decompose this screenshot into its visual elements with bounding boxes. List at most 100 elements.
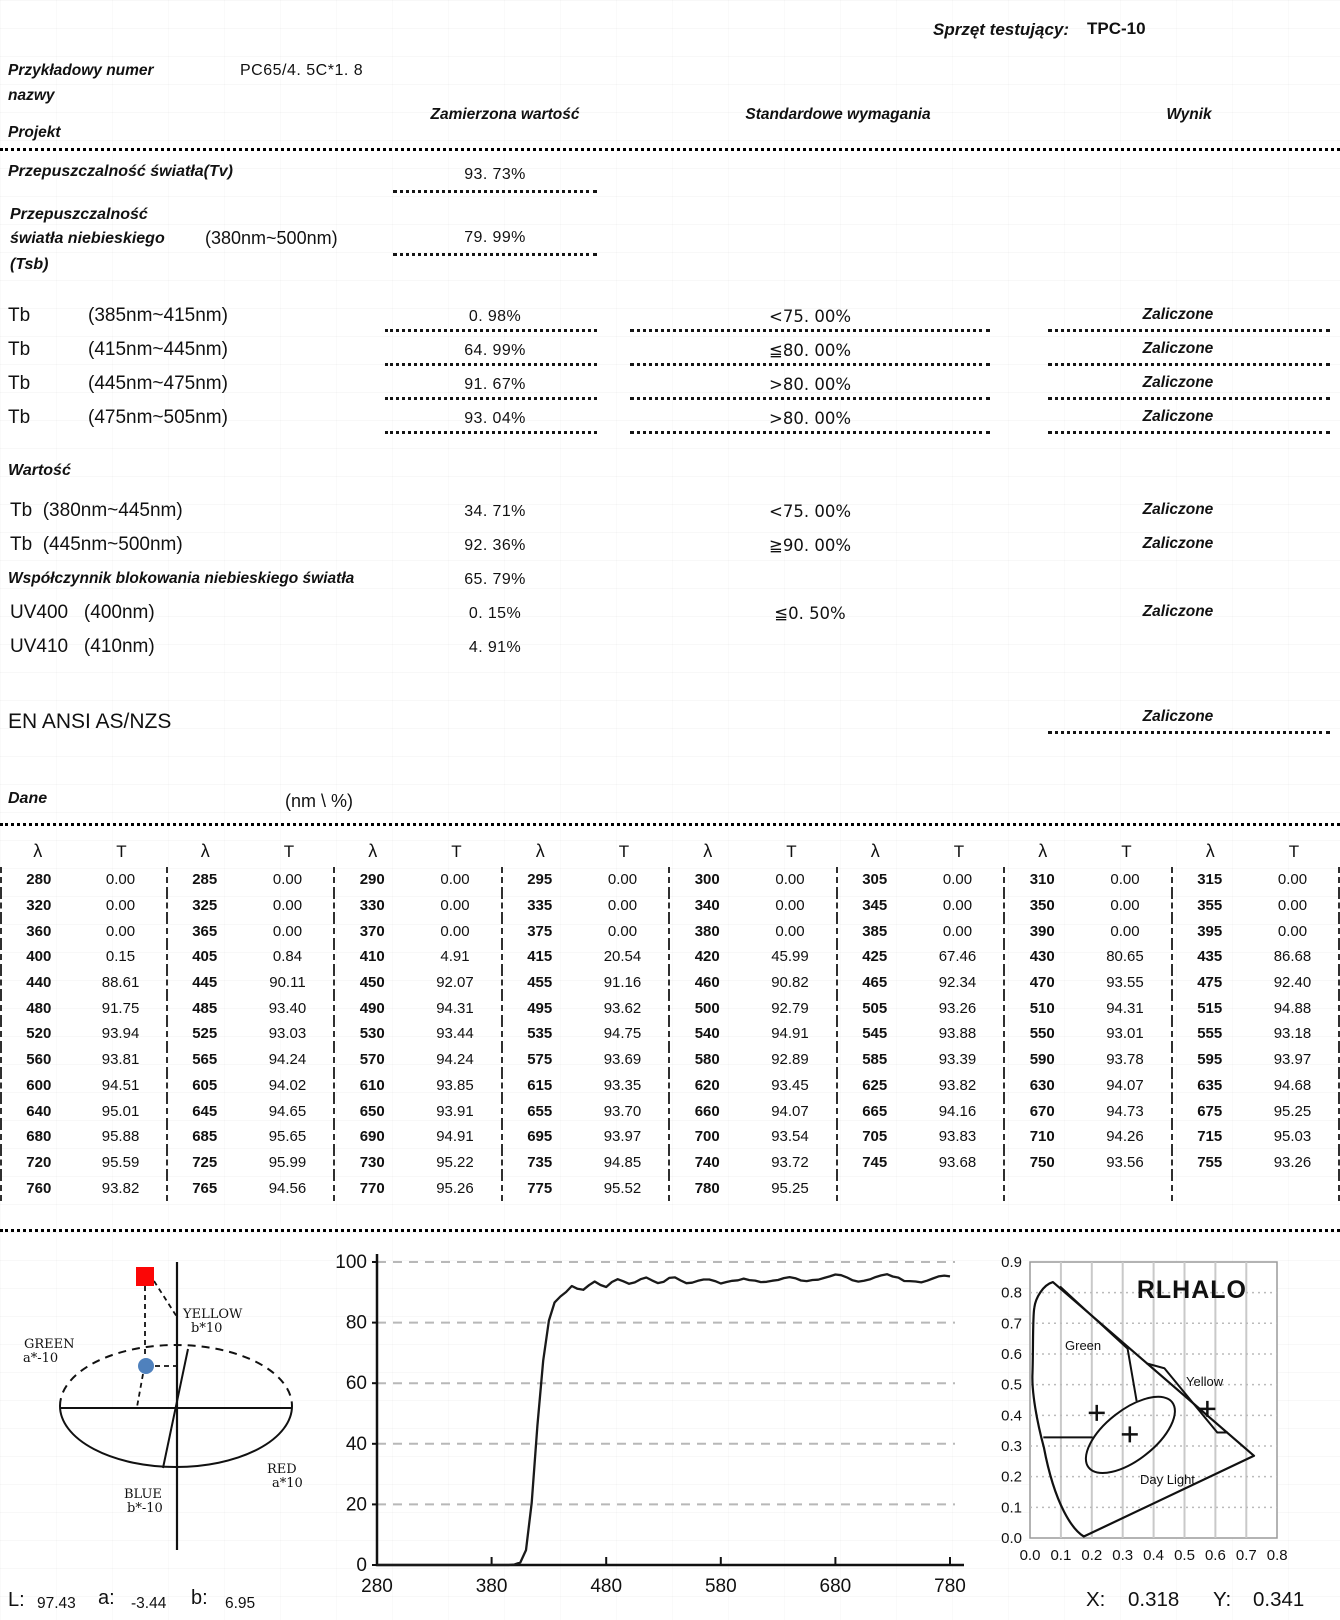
- spectral-cell: 660 94.07: [670, 1098, 838, 1124]
- spectral-cell: 370 0.00: [335, 918, 503, 945]
- spectral-cell: 395 0.00: [1173, 918, 1340, 945]
- spectral-cell: 710 94.26: [1005, 1123, 1173, 1150]
- lambda-header: λ: [703, 841, 713, 861]
- spectral-cell: 505 93.26: [838, 995, 1005, 1022]
- spectral-cell: [1005, 1175, 1173, 1201]
- underline: [630, 431, 990, 434]
- tb-row-range: (445nm~475nm): [88, 373, 228, 394]
- cie-daylight-ellipse: [1084, 1395, 1176, 1475]
- spectral-cell: 365 0.00: [168, 918, 335, 945]
- underline: [385, 431, 597, 434]
- dotted-separator: [0, 1229, 1340, 1232]
- spectral-cell: 385 0.00: [838, 918, 1005, 945]
- spectral-cell: 415 20.54: [503, 944, 670, 970]
- sample-label-line1: Przykładowy numer: [8, 62, 154, 79]
- spectral-cell: 730 95.22: [335, 1149, 503, 1176]
- spectral-cell: 440 88.61: [0, 969, 168, 996]
- lab-blue-marker: [138, 1358, 154, 1374]
- spectral-cell: 780 95.25: [670, 1175, 838, 1201]
- spectral-cell: 640 95.01: [0, 1098, 168, 1124]
- tsb-label-line3: (Tsb): [10, 256, 49, 273]
- equipment-value: TPC-10: [1087, 19, 1146, 38]
- cie-yellow-region-label: Yellow: [1186, 1374, 1224, 1389]
- cie-daylight-region-label: Day Light: [1140, 1472, 1195, 1487]
- tb-row-result: Zaliczone: [1142, 374, 1214, 391]
- spectral-cell: 520 93.94: [0, 1021, 168, 1047]
- tb-row-range: (415nm~445nm): [88, 339, 228, 360]
- spectral-cell: 545 93.88: [838, 1021, 1005, 1047]
- value-row-label: Współczynnik blokowania niebieskiego świ…: [8, 570, 355, 587]
- spectral-cell: 295 0.00: [503, 867, 670, 893]
- tb-row-range: (385nm~415nm): [88, 305, 228, 326]
- spectral-cell: 685 95.65: [168, 1123, 335, 1150]
- lab-l-value: 97.43: [37, 1595, 76, 1612]
- value-row-label: UV410 (410nm): [10, 636, 155, 657]
- t-header: T: [116, 841, 127, 861]
- underline: [630, 363, 990, 366]
- tb-row-requirement: >80. 00%: [769, 409, 851, 428]
- svg-text:0.2: 0.2: [1001, 1469, 1022, 1486]
- spectral-cell: 535 94.75: [503, 1021, 670, 1047]
- t-header: T: [451, 841, 462, 861]
- lab-a-label: a:: [98, 1587, 115, 1609]
- spectral-cell: 345 0.00: [838, 892, 1005, 919]
- spectral-cell: 715 95.03: [1173, 1123, 1340, 1150]
- spectral-cell: 720 95.59: [0, 1149, 168, 1176]
- spectral-cell: 635 94.68: [1173, 1072, 1340, 1099]
- spectral-cell: 525 93.03: [168, 1021, 335, 1047]
- svg-text:780: 780: [934, 1576, 966, 1597]
- svg-text:40: 40: [346, 1434, 367, 1455]
- tb-row-name: Tb: [8, 305, 31, 326]
- svg-text:0.0: 0.0: [1001, 1530, 1022, 1547]
- spectral-cell: 420 45.99: [670, 944, 838, 970]
- tb-row-value: 93. 04%: [464, 410, 526, 427]
- tb-row-requirement: <75. 00%: [769, 307, 851, 326]
- spectral-cell: 315 0.00: [1173, 867, 1340, 893]
- svg-text:20: 20: [346, 1494, 367, 1515]
- spectral-cell: 500 92.79: [670, 995, 838, 1022]
- svg-text:380: 380: [476, 1576, 508, 1597]
- underline: [1048, 329, 1330, 332]
- lab-green-label: GREEN: [24, 1337, 75, 1352]
- spectral-cell: 700 93.54: [670, 1123, 838, 1150]
- svg-text:480: 480: [590, 1576, 622, 1597]
- underline: [385, 329, 597, 332]
- t-header: T: [1121, 841, 1132, 861]
- spectral-cell: 615 93.35: [503, 1072, 670, 1099]
- lambda-header: λ: [33, 841, 43, 861]
- t-header: T: [953, 841, 965, 861]
- value-row-value: 4. 91%: [468, 639, 522, 656]
- tv-value: 93. 73%: [464, 166, 526, 183]
- cie-gridlines: [1030, 1262, 1277, 1538]
- tb-row-result: Zaliczone: [1142, 306, 1214, 323]
- svg-text:100: 100: [335, 1252, 367, 1273]
- underline: [630, 329, 990, 332]
- svg-text:0.3: 0.3: [1112, 1547, 1133, 1564]
- cie-spectral-locus: [1031, 1281, 1256, 1538]
- lab-red-label: RED: [267, 1462, 297, 1477]
- svg-text:0.8: 0.8: [1267, 1547, 1288, 1564]
- cie-markers-and-ticks: 0.0 0.1 0.2 0.3 0.4 0.5 0.6 0.7 0.8 0.0 0.1 0.2 0.3 0…: [1001, 1254, 1287, 1564]
- value-row-requirement: ≦0. 50%: [774, 604, 846, 623]
- t-header: T: [618, 841, 630, 861]
- column-header-value: Zamierzona wartość: [430, 106, 580, 123]
- underline: [393, 190, 597, 193]
- value-row-result: Zaliczone: [1142, 535, 1214, 552]
- underline: [1048, 731, 1330, 734]
- svg-text:0.7: 0.7: [1236, 1547, 1257, 1564]
- spectral-cell: 305 0.00: [838, 867, 1005, 893]
- t-header: T: [1288, 841, 1300, 861]
- spectral-cell: 335 0.00: [503, 892, 670, 919]
- spectral-cell: 285 0.00: [168, 867, 335, 893]
- lambda-header: λ: [870, 841, 880, 861]
- spectral-cell: 300 0.00: [670, 867, 838, 893]
- spectral-cell: 465 92.34: [838, 969, 1005, 996]
- tb-row-requirement: ≦80. 00%: [769, 341, 851, 360]
- spectral-cell: 575 93.69: [503, 1046, 670, 1073]
